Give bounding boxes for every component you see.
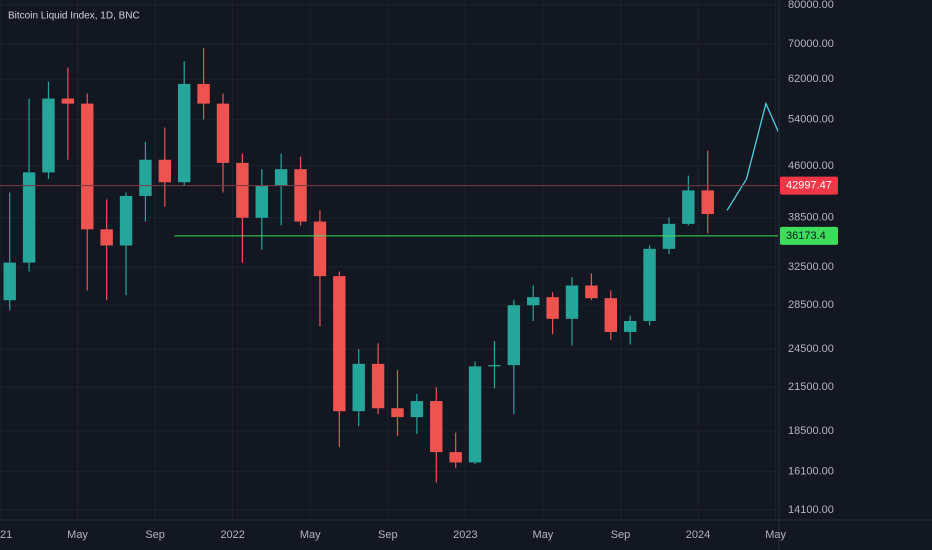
candle-body xyxy=(42,98,55,173)
y-tick-label: 54000.00 xyxy=(788,113,834,125)
y-tick-label: 18500.00 xyxy=(788,425,834,437)
y-tick-label: 38500.00 xyxy=(788,212,834,224)
overlay-line xyxy=(726,101,778,211)
y-tick-label: 16100.00 xyxy=(788,465,834,477)
price-label-box xyxy=(780,176,838,195)
candle-body xyxy=(100,229,113,246)
candle-body xyxy=(527,297,540,306)
chart-title: Bitcoin Liquid Index, 1D, BNC xyxy=(8,11,140,22)
plot-area xyxy=(0,48,778,483)
y-tick-label: 14100.00 xyxy=(788,504,834,516)
y-tick-label: 80000.00 xyxy=(788,0,834,11)
candle-body xyxy=(604,298,617,332)
candle-body xyxy=(197,83,210,104)
y-tick-label: 70000.00 xyxy=(788,38,834,50)
x-tick-label: May xyxy=(765,529,786,541)
x-tick-label: 2022 xyxy=(220,529,244,541)
candle-body xyxy=(255,185,268,218)
candle-body xyxy=(391,408,404,418)
x-tick-label: Sep xyxy=(145,529,165,541)
x-tick-label: Sep xyxy=(378,529,398,541)
price-label: 36173.4 xyxy=(786,230,826,242)
candle-body xyxy=(178,83,191,183)
candle-body xyxy=(22,172,36,263)
y-tick-label: 28500.00 xyxy=(788,299,834,311)
x-tick-label: 2023 xyxy=(453,529,477,541)
price-label: 42997.47 xyxy=(786,180,832,192)
x-tick-label: 2021 xyxy=(0,529,12,541)
y-tick-label: 21500.00 xyxy=(788,381,834,393)
x-tick-label: May xyxy=(300,529,321,541)
candle-body xyxy=(546,297,559,319)
y-tick-label: 62000.00 xyxy=(788,73,834,85)
candle-body xyxy=(507,305,521,366)
y-tick-label: 24500.00 xyxy=(788,343,834,355)
axes: 80000.00 70000.00 62000.00 54000.00 46000.00… xyxy=(0,0,838,541)
x-tick-label: May xyxy=(533,529,554,541)
candle-body xyxy=(623,320,637,332)
candle-body xyxy=(3,262,16,301)
candle-body xyxy=(158,159,172,183)
candle-body xyxy=(701,190,714,215)
candle-body xyxy=(468,366,482,463)
candle-body xyxy=(488,365,501,367)
x-tick-label: Sep xyxy=(611,529,631,541)
candle-body xyxy=(410,401,424,418)
price-label-box xyxy=(780,226,838,245)
y-tick-label: 46000.00 xyxy=(788,160,834,172)
candle-body xyxy=(585,285,598,299)
x-tick-label: 2024 xyxy=(686,529,710,541)
candle-body xyxy=(81,103,94,230)
candle-body xyxy=(565,285,579,319)
candle-body xyxy=(236,162,249,218)
grid xyxy=(0,0,778,520)
candle-body xyxy=(643,248,656,321)
candle-body xyxy=(352,363,365,412)
candle-body xyxy=(216,103,230,163)
candle-body xyxy=(430,401,443,453)
x-tick-label: May xyxy=(67,529,88,541)
candle-body xyxy=(682,190,695,224)
candle-body xyxy=(274,169,288,186)
candle-body xyxy=(139,159,152,196)
candle-body xyxy=(333,276,346,412)
y-tick-label: 32500.00 xyxy=(788,261,834,273)
candle-body xyxy=(371,363,385,409)
candle-body xyxy=(294,169,307,222)
candle-body xyxy=(313,221,327,277)
candle-body xyxy=(61,98,75,104)
candle-body xyxy=(449,452,462,463)
candle-body xyxy=(119,195,133,246)
